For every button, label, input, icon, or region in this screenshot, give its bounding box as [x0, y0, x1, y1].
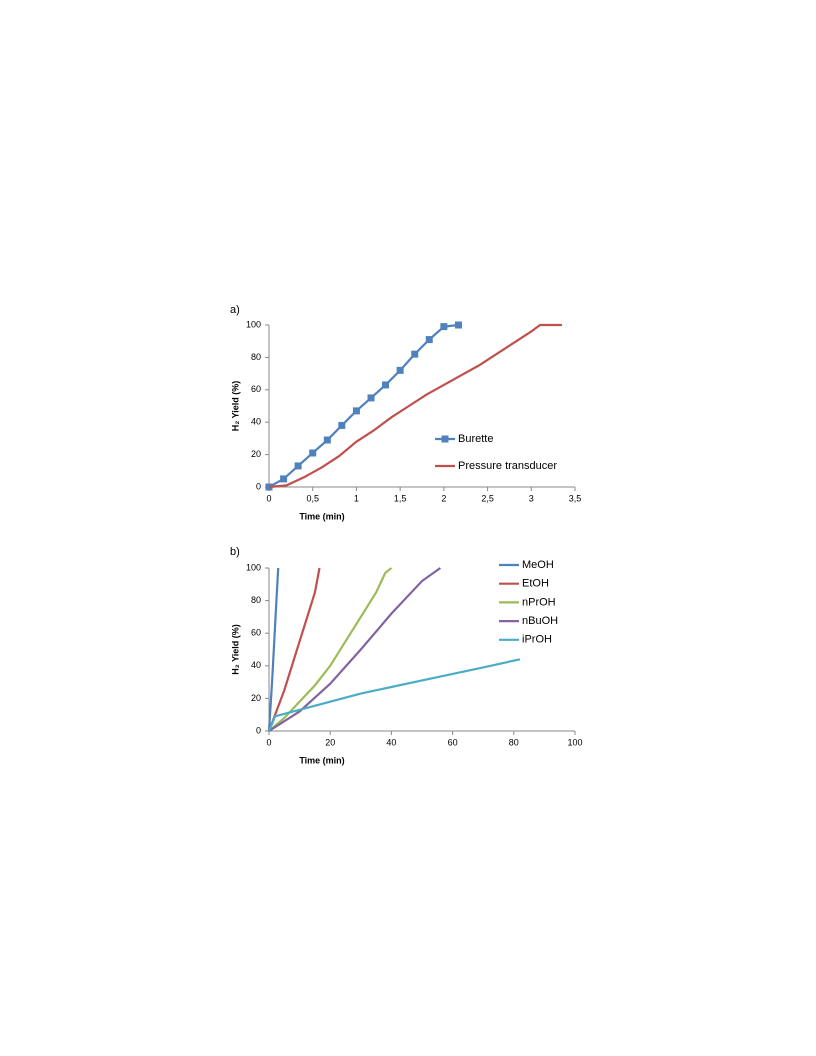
- series-line: [268, 567, 441, 732]
- marker: [396, 366, 404, 374]
- x-tick-label: 3,5: [569, 493, 582, 503]
- marker: [338, 421, 346, 429]
- series-line: [268, 567, 393, 732]
- marker: [425, 336, 433, 344]
- x-tick-label: 0,5: [306, 493, 319, 503]
- y-tick-label: 100: [246, 562, 261, 572]
- series-line: [267, 567, 321, 732]
- x-tick-label: 100: [567, 737, 582, 747]
- y-tick-label: 40: [251, 417, 261, 427]
- y-tick-label: 100: [246, 319, 261, 329]
- y-tick-label: 80: [251, 352, 261, 362]
- legend-label: Pressure transducer: [458, 460, 557, 472]
- marker: [352, 407, 360, 415]
- marker: [323, 436, 331, 444]
- y-tick-label: 0: [256, 725, 261, 735]
- x-tick-label: 1,5: [394, 493, 407, 503]
- legend-label: iPrOH: [522, 634, 552, 646]
- legend-label: EtOH: [522, 578, 549, 590]
- x-tick-label: 2: [441, 493, 446, 503]
- x-tick-label: 20: [325, 737, 335, 747]
- series-line: [267, 658, 521, 732]
- panel-label: b): [230, 546, 240, 558]
- legend-label: nBuOH: [522, 615, 558, 627]
- y-tick-label: 40: [251, 660, 261, 670]
- series-line: [268, 323, 562, 489]
- legend-label: nPrOH: [522, 596, 556, 608]
- y-axis-label: H₂ Yield (%): [230, 381, 240, 432]
- x-tick-label: 40: [386, 737, 396, 747]
- x-axis-label: Time (min): [299, 755, 344, 765]
- x-tick-label: 1: [354, 493, 359, 503]
- x-tick-label: 80: [509, 737, 519, 747]
- x-tick-label: 2,5: [481, 493, 494, 503]
- x-tick-label: 0: [266, 493, 271, 503]
- marker: [294, 462, 302, 470]
- legend-label: Burette: [458, 433, 493, 445]
- x-axis-label: Time (min): [299, 511, 344, 521]
- panel-label: a): [230, 304, 240, 316]
- series-line: [267, 567, 280, 732]
- y-tick-label: 0: [256, 481, 261, 491]
- legend-label: MeOH: [522, 559, 554, 571]
- y-tick-label: 80: [251, 595, 261, 605]
- marker: [382, 381, 390, 389]
- x-tick-label: 3: [529, 493, 534, 503]
- marker: [411, 350, 419, 358]
- marker: [280, 475, 288, 483]
- x-tick-label: 0: [266, 737, 271, 747]
- marker: [440, 323, 448, 331]
- marker: [367, 394, 375, 402]
- y-tick-label: 20: [251, 693, 261, 703]
- y-tick-label: 60: [251, 384, 261, 394]
- y-tick-label: 20: [251, 449, 261, 459]
- marker: [309, 449, 317, 457]
- y-axis-label: H₂ Yield (%): [230, 624, 240, 675]
- marker: [454, 321, 462, 329]
- y-tick-label: 60: [251, 628, 261, 638]
- legend-marker: [441, 435, 449, 443]
- x-tick-label: 60: [448, 737, 458, 747]
